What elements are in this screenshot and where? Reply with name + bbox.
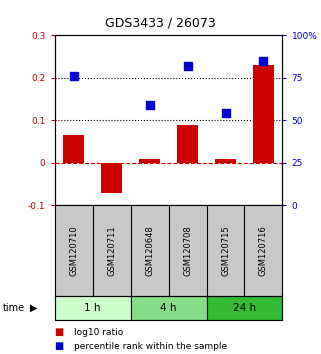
Bar	[101, 163, 122, 193]
Bar	[206, 296, 282, 320]
Text: GDS3433 / 26073: GDS3433 / 26073	[105, 17, 216, 29]
Text: 1 h: 1 h	[84, 303, 101, 313]
Point	[71, 73, 76, 79]
Bar	[55, 296, 131, 320]
Point	[185, 63, 190, 69]
Point	[261, 58, 266, 64]
Bar	[253, 65, 274, 163]
Text: 4 h: 4 h	[160, 303, 177, 313]
Text: ■: ■	[55, 341, 64, 351]
Text: 24 h: 24 h	[233, 303, 256, 313]
Text: log10 ratio: log10 ratio	[74, 327, 123, 337]
Text: GSM120716: GSM120716	[259, 225, 268, 276]
Bar	[131, 296, 206, 320]
Text: GSM120648: GSM120648	[145, 225, 154, 276]
Text: GSM120710: GSM120710	[69, 225, 78, 276]
Text: ▶: ▶	[30, 303, 37, 313]
Text: ■: ■	[55, 327, 64, 337]
Bar	[139, 159, 160, 163]
Bar	[215, 159, 236, 163]
Bar	[177, 125, 198, 163]
Bar	[63, 135, 84, 163]
Text: percentile rank within the sample: percentile rank within the sample	[74, 342, 227, 351]
Point	[147, 103, 152, 108]
Text: GSM120711: GSM120711	[107, 225, 116, 276]
Text: time: time	[3, 303, 25, 313]
Point	[223, 110, 228, 115]
Text: GSM120708: GSM120708	[183, 225, 192, 276]
Text: GSM120715: GSM120715	[221, 225, 230, 276]
